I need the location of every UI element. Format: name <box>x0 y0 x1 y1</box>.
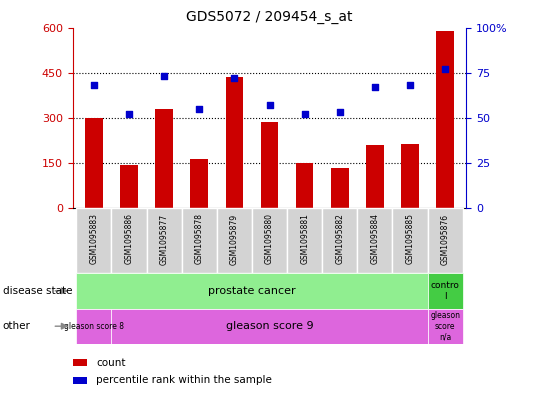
Text: disease state: disease state <box>3 286 72 296</box>
Text: GSM1095879: GSM1095879 <box>230 213 239 264</box>
Text: GSM1095877: GSM1095877 <box>160 213 169 264</box>
Text: GSM1095876: GSM1095876 <box>441 213 450 264</box>
Text: contro
l: contro l <box>431 281 460 301</box>
Bar <box>120 165 138 208</box>
Point <box>441 66 450 72</box>
Bar <box>331 167 349 208</box>
Bar <box>77 273 427 309</box>
Point <box>89 82 98 88</box>
Text: prostate cancer: prostate cancer <box>208 286 296 296</box>
Bar <box>427 309 462 344</box>
Text: count: count <box>96 358 126 368</box>
Title: GDS5072 / 209454_s_at: GDS5072 / 209454_s_at <box>186 10 353 24</box>
Bar <box>73 359 87 366</box>
Text: GSM1095885: GSM1095885 <box>405 213 414 264</box>
Text: other: other <box>3 321 31 331</box>
Text: gleason score 9: gleason score 9 <box>226 321 313 331</box>
Bar <box>437 31 454 208</box>
Text: GSM1095880: GSM1095880 <box>265 213 274 264</box>
Text: gleason score 8: gleason score 8 <box>64 322 124 331</box>
Point <box>406 82 414 88</box>
Point <box>125 111 133 118</box>
Bar <box>190 158 208 208</box>
Bar <box>357 208 392 273</box>
Bar <box>112 208 147 273</box>
Bar <box>73 376 87 384</box>
Text: GSM1095884: GSM1095884 <box>370 213 379 264</box>
Bar <box>85 118 102 208</box>
Bar <box>322 208 357 273</box>
Bar <box>427 208 462 273</box>
Bar <box>427 273 462 309</box>
Point <box>160 73 168 79</box>
Bar <box>261 122 278 208</box>
Text: percentile rank within the sample: percentile rank within the sample <box>96 375 272 386</box>
Bar <box>392 208 427 273</box>
Text: GSM1095882: GSM1095882 <box>335 213 344 264</box>
Bar <box>77 208 112 273</box>
Point <box>300 111 309 118</box>
Bar <box>287 208 322 273</box>
Point <box>230 75 239 81</box>
Text: GSM1095886: GSM1095886 <box>125 213 134 264</box>
Text: GSM1095883: GSM1095883 <box>89 213 98 264</box>
Bar <box>252 208 287 273</box>
Bar <box>182 208 217 273</box>
Text: GSM1095878: GSM1095878 <box>195 213 204 264</box>
Point <box>195 106 204 112</box>
Bar <box>155 109 173 208</box>
Text: gleason
score
n/a: gleason score n/a <box>430 311 460 341</box>
Bar <box>366 145 384 208</box>
Point <box>265 102 274 108</box>
Text: GSM1095881: GSM1095881 <box>300 213 309 264</box>
Bar <box>217 208 252 273</box>
Bar <box>112 309 427 344</box>
Bar <box>77 309 112 344</box>
Bar <box>147 208 182 273</box>
Point <box>335 109 344 116</box>
Bar <box>401 143 419 208</box>
Bar <box>296 163 313 208</box>
Point <box>371 84 379 90</box>
Bar <box>226 77 243 208</box>
